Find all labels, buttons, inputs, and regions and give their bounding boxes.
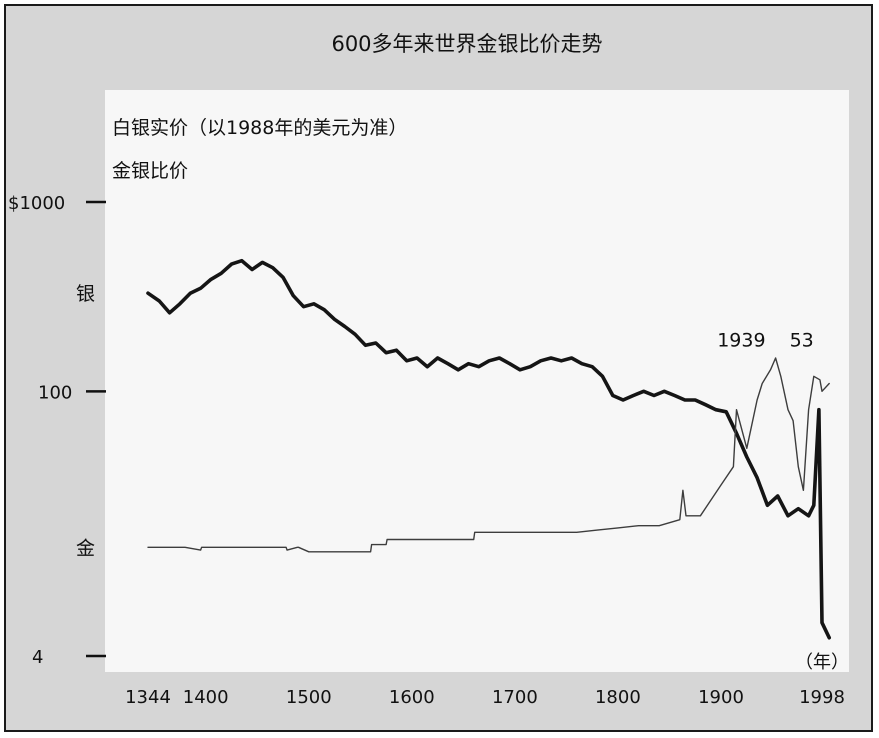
x-tick-label: 1600 <box>389 687 435 708</box>
x-tick-label: 1800 <box>595 687 641 708</box>
y-tick-label: $1000 <box>8 193 65 214</box>
series-layer <box>146 258 832 640</box>
series-line-silver <box>146 258 832 640</box>
y-axis: $1000 100 4 <box>8 193 106 668</box>
chart-subtitle-line-1: 白银实价（以1988年的美元为准） <box>112 117 407 139</box>
x-tick-label: 1500 <box>286 687 332 708</box>
x-unit-label: （年） <box>795 652 849 673</box>
x-tick-label: 1344 <box>125 687 171 708</box>
annotation-layer: 银金 1939 53 <box>76 283 814 559</box>
series-line-gold <box>147 357 830 553</box>
x-tick-label: 1900 <box>698 687 744 708</box>
plot-area <box>105 90 849 672</box>
y-tick-label: 100 <box>38 382 72 403</box>
x-tick-label: 1700 <box>492 687 538 708</box>
series-label-gold: 金 <box>76 537 95 559</box>
x-axis: 1344 1400 1500 1600 1700 1800 1900 1998 <box>125 687 845 708</box>
chart-title: 600多年来世界金银比价走势 <box>331 32 602 56</box>
series-label-silver: 银 <box>76 283 95 305</box>
x-tick-label: 1400 <box>183 687 229 708</box>
chart-subtitle-line-2: 金银比价 <box>112 160 188 182</box>
x-tick-label: 1998 <box>799 687 845 708</box>
annotation-year: 1939 <box>717 330 765 352</box>
y-tick-label: 4 <box>32 647 43 668</box>
annotation-year: 53 <box>790 330 814 352</box>
